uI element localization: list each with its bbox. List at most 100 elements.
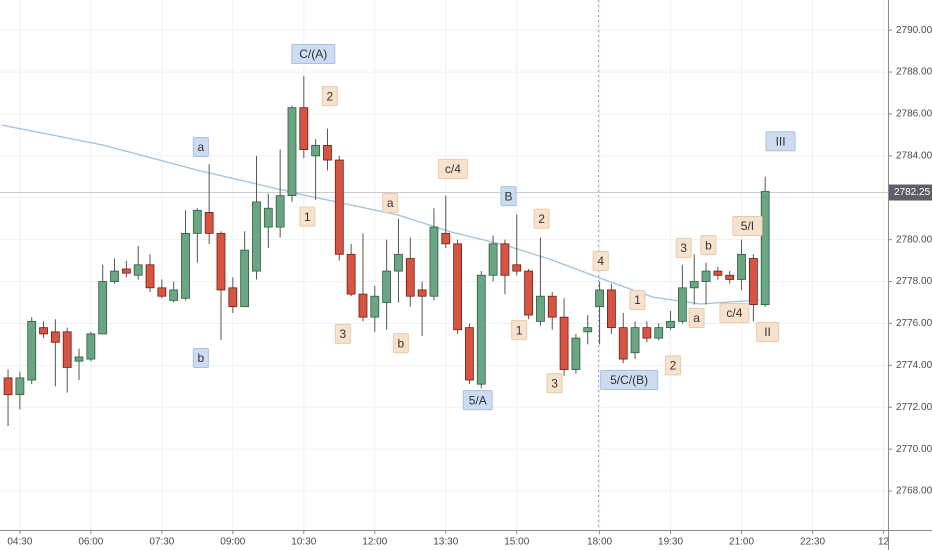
candle-body bbox=[169, 289, 179, 301]
candle-body bbox=[86, 333, 96, 360]
wave-label-box bbox=[732, 216, 763, 237]
candle-body bbox=[417, 289, 427, 297]
wave-label: 4 bbox=[597, 254, 604, 268]
wave-label-box bbox=[688, 308, 705, 328]
candle-body bbox=[405, 258, 415, 297]
wave-label: b bbox=[198, 351, 205, 365]
wave-label-box bbox=[321, 86, 338, 107]
y-tick-label: 2788.00 bbox=[896, 67, 932, 78]
x-tick-label: 10:30 bbox=[291, 537, 316, 548]
candle-body bbox=[263, 207, 273, 228]
x-tick-label: 18:00 bbox=[587, 537, 612, 548]
y-tick-label: 2768.00 bbox=[896, 486, 932, 497]
candle-body bbox=[465, 327, 474, 381]
wave-label: 3 bbox=[340, 327, 347, 341]
wave-label-box bbox=[629, 289, 646, 310]
wave-label-box bbox=[592, 251, 609, 272]
x-tick-label: 21:00 bbox=[729, 537, 754, 548]
candle-body bbox=[583, 327, 593, 333]
wave-label: II bbox=[764, 325, 771, 339]
candle-body bbox=[39, 327, 48, 335]
candle-body bbox=[725, 274, 735, 280]
candle-body bbox=[382, 270, 392, 303]
wave-label-box bbox=[334, 323, 351, 344]
x-tick-label: 22:30 bbox=[800, 537, 825, 548]
y-tick-label: 2780.00 bbox=[896, 234, 932, 245]
candle-body bbox=[559, 316, 569, 370]
candle-body bbox=[334, 159, 344, 255]
wave-label: 2 bbox=[670, 359, 677, 373]
candle-body bbox=[547, 295, 557, 318]
wave-label: 1 bbox=[634, 293, 641, 307]
y-tick-label: 2784.00 bbox=[896, 150, 932, 161]
candle-body bbox=[15, 377, 25, 396]
x-tick-label: 15:00 bbox=[504, 537, 529, 548]
candle-body bbox=[524, 270, 533, 316]
candle-body bbox=[512, 264, 522, 272]
candle-body bbox=[121, 268, 131, 274]
candle-body bbox=[216, 232, 226, 291]
wave-label-box bbox=[675, 238, 692, 259]
wave-label-box bbox=[765, 131, 796, 152]
wave-label: B bbox=[504, 189, 512, 203]
y-tick-label: 2778.00 bbox=[896, 276, 932, 287]
candle-body bbox=[50, 331, 60, 343]
wave-label: a bbox=[198, 140, 205, 154]
wave-label-box bbox=[664, 355, 681, 376]
wave-label: 5/C/(B) bbox=[610, 373, 648, 387]
wave-label-box bbox=[756, 322, 780, 343]
wave-label-box bbox=[719, 302, 750, 323]
wave-label: c/4 bbox=[726, 306, 742, 320]
last-price-label: 2782.25 bbox=[894, 187, 931, 198]
x-tick-label: 19:30 bbox=[658, 537, 683, 548]
candle-body bbox=[62, 331, 72, 368]
wave-label-box bbox=[291, 44, 336, 65]
wave-label: 5/A bbox=[469, 393, 487, 407]
candle-body bbox=[595, 289, 604, 308]
y-tick-label: 2786.00 bbox=[896, 109, 932, 120]
wave-label: a bbox=[387, 196, 394, 210]
candle-body bbox=[453, 243, 463, 331]
wave-label: C/(A) bbox=[299, 47, 327, 61]
wave-label-box bbox=[462, 390, 493, 411]
candle-body bbox=[287, 107, 297, 197]
candle-body bbox=[370, 295, 380, 318]
wave-label: III bbox=[776, 134, 786, 148]
candle-body bbox=[536, 295, 545, 322]
candle-body bbox=[228, 287, 238, 308]
wave-label: a bbox=[693, 311, 700, 325]
candle-body bbox=[701, 270, 711, 282]
candle-body bbox=[275, 195, 285, 228]
wave-label-box bbox=[546, 373, 563, 394]
candle-body bbox=[748, 258, 758, 305]
candle-body bbox=[571, 337, 581, 370]
wave-label-box bbox=[533, 208, 550, 229]
candle-body bbox=[181, 232, 190, 299]
candle-body bbox=[618, 327, 628, 360]
x-tick-label: 07:30 bbox=[149, 537, 174, 548]
candle-body bbox=[157, 287, 167, 297]
y-tick-label: 2772.00 bbox=[896, 402, 932, 413]
wave-label-box bbox=[500, 186, 517, 207]
moving-average bbox=[1, 124, 760, 305]
candle-body bbox=[240, 249, 250, 308]
candle-body bbox=[98, 281, 108, 335]
candle-body bbox=[3, 377, 13, 396]
wave-label-box bbox=[600, 370, 659, 391]
wave-label: 2 bbox=[326, 89, 333, 103]
candle-body bbox=[299, 107, 309, 150]
wave-label: 1 bbox=[304, 210, 311, 224]
wave-label-box bbox=[299, 206, 316, 227]
candle-body bbox=[500, 243, 510, 276]
wave-label: 5/I bbox=[741, 219, 754, 233]
candle-body bbox=[311, 144, 321, 157]
candle-body bbox=[346, 253, 356, 295]
wave-label: b bbox=[397, 336, 404, 350]
x-tick-label: 12:00 bbox=[362, 537, 387, 548]
wave-label: 2 bbox=[538, 212, 545, 226]
wave-label-box bbox=[700, 235, 717, 256]
candle-body bbox=[441, 232, 451, 245]
candle-body bbox=[145, 264, 155, 289]
